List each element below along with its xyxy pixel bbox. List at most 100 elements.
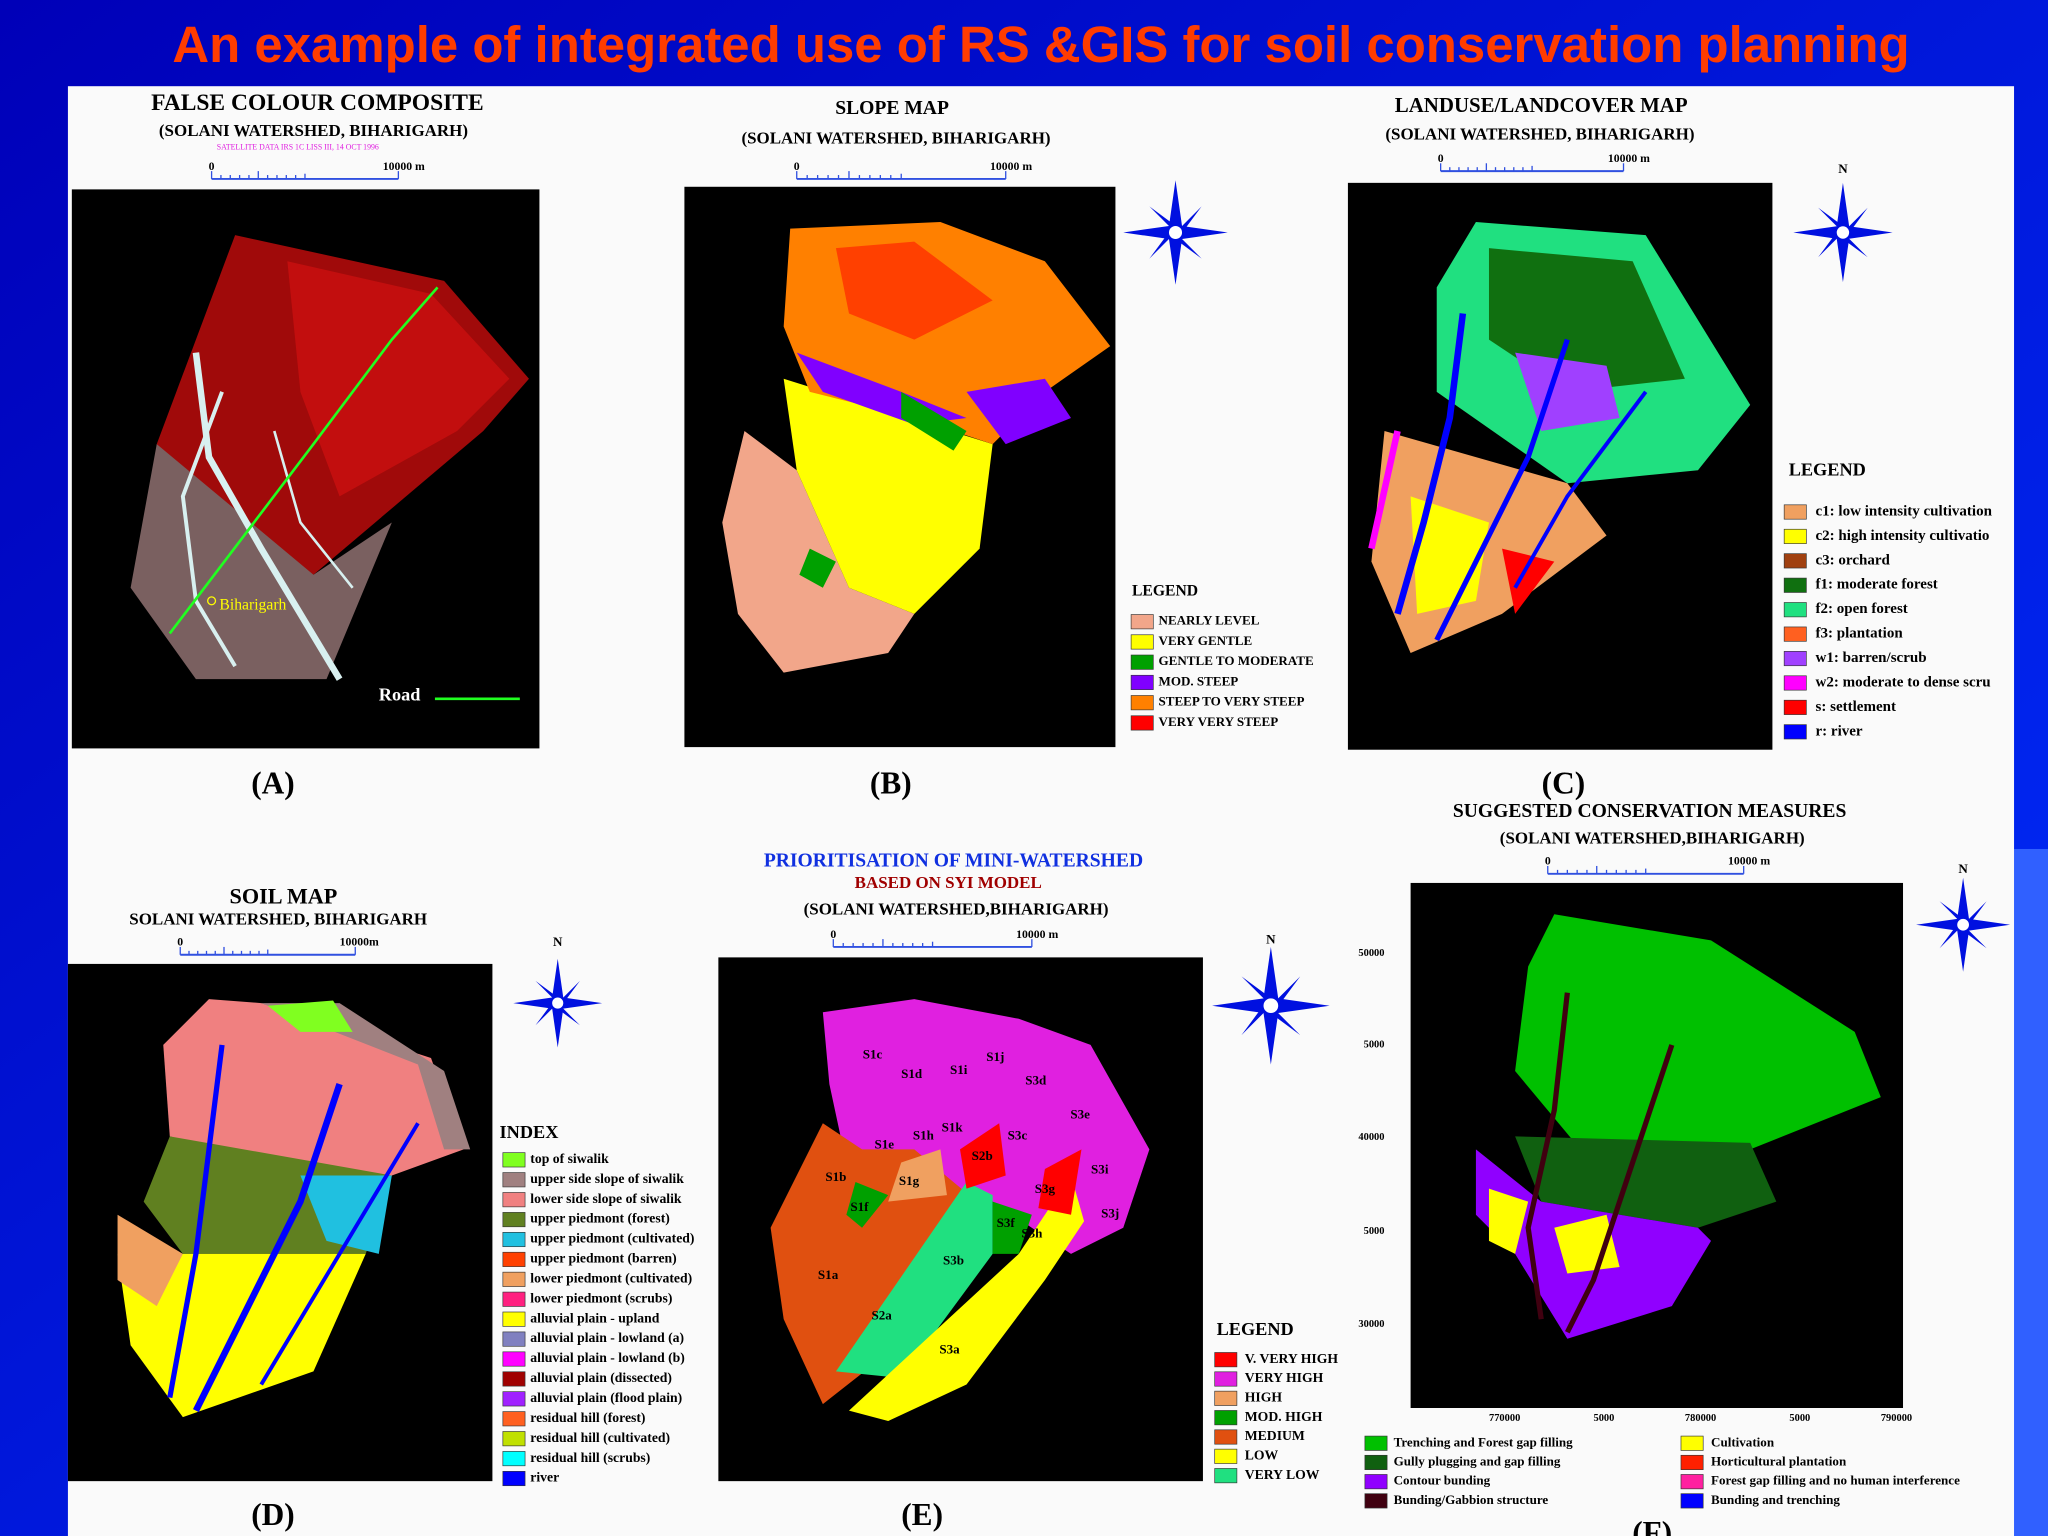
scale-end: 10000 m xyxy=(1728,855,1770,868)
legend-swatch xyxy=(502,1231,526,1248)
legend-swatch xyxy=(1783,626,1807,642)
legend-label: V. VERY HIGH xyxy=(1245,1351,1339,1366)
legend-label: MOD. STEEP xyxy=(1159,673,1239,688)
axis-label: 50000 xyxy=(1358,948,1384,959)
legend-swatch xyxy=(502,1431,526,1447)
legend-label: Horticultural plantation xyxy=(1711,1453,1847,1468)
legend-label: LOW xyxy=(1245,1447,1279,1462)
panel-subtitle: (SOLANI WATERSHED,BIHARIGARH) xyxy=(804,899,1109,918)
map-c xyxy=(1347,182,1773,750)
axis-label: 5000 xyxy=(1789,1413,1810,1424)
panel-label: (D) xyxy=(251,1497,294,1532)
legend-label: f3: plantation xyxy=(1816,626,1904,642)
region-label: S3i xyxy=(1091,1161,1109,1176)
legend-label: GENTLE TO MODERATE xyxy=(1159,653,1314,668)
legend-label: Trenching and Forest gap filling xyxy=(1394,1434,1574,1449)
legend-label: Forest gap filling and no human interfer… xyxy=(1711,1473,1960,1488)
legend-swatch xyxy=(502,1371,526,1387)
legend-swatch xyxy=(1130,654,1154,670)
axis-label: 40000 xyxy=(1358,1132,1384,1143)
legend-label: upper side slope of siwalik xyxy=(530,1171,684,1186)
legend-label: c1: low intensity cultivation xyxy=(1816,503,1993,519)
legend-swatch xyxy=(1783,724,1807,740)
legend-swatch xyxy=(1783,699,1807,715)
panel-subtitle: SOLANI WATERSHED, BIHARIGARH xyxy=(129,910,427,929)
map-e xyxy=(718,957,1203,1482)
region-label: S2b xyxy=(972,1148,993,1163)
panel-subtitle: (SOLANI WATERSHED, BIHARIGARH) xyxy=(1385,125,1694,144)
legend-label: VERY LOW xyxy=(1245,1467,1320,1482)
panel-title: SLOPE MAP xyxy=(835,98,949,119)
legend-swatch xyxy=(502,1251,526,1267)
legend-label: lower piedmont (scrubs) xyxy=(530,1290,672,1306)
legend-label: VERY GENTLE xyxy=(1159,633,1253,648)
panel-title: PRIORITISATION OF MINI-WATERSHED xyxy=(764,851,1143,872)
legend-swatch xyxy=(1364,1493,1388,1509)
legend-swatch xyxy=(502,1451,526,1467)
legend-swatch xyxy=(1214,1429,1238,1445)
panel-subtitle: (SOLANI WATERSHED, BIHARIGARH) xyxy=(159,121,468,140)
legend-swatch xyxy=(1214,1468,1238,1484)
legend-label: w2: moderate to dense scru xyxy=(1816,674,1991,690)
legend-label: r: river xyxy=(1816,723,1863,739)
region-label: S3b xyxy=(943,1253,964,1268)
panel-note: SATELLITE DATA IRS 1C LISS III, 14 OCT 1… xyxy=(217,142,379,151)
north-label: N xyxy=(553,934,563,949)
panel-label: (A) xyxy=(251,765,294,800)
scale-end: 10000 m xyxy=(383,160,425,173)
region-label: S1i xyxy=(950,1062,968,1077)
legend-label: MEDIUM xyxy=(1245,1428,1305,1443)
axis-label: 30000 xyxy=(1358,1319,1384,1330)
region-label: S3j xyxy=(1101,1206,1119,1221)
panel-subtitle: (SOLANI WATERSHED, BIHARIGARH) xyxy=(741,129,1050,148)
legend-swatch xyxy=(502,1192,526,1208)
north-label: N xyxy=(1266,931,1276,946)
legend-label: residual hill (forest) xyxy=(530,1410,645,1426)
region-label: S1a xyxy=(818,1267,839,1282)
legend-swatch xyxy=(502,1391,526,1407)
panel-label: (B) xyxy=(870,765,912,800)
region-label: S1d xyxy=(901,1066,923,1081)
legend-label: s: settlement xyxy=(1816,699,1896,715)
legend-swatch xyxy=(1680,1493,1704,1509)
scale-start: 0 xyxy=(830,928,836,941)
region-label: S3a xyxy=(939,1342,960,1357)
legend-swatch xyxy=(1680,1435,1704,1451)
legend-swatch xyxy=(1680,1474,1704,1490)
legend-label: VERY HIGH xyxy=(1245,1370,1324,1385)
legend-swatch xyxy=(1783,577,1807,593)
legend-swatch xyxy=(1364,1435,1388,1451)
legend-label: Contour bunding xyxy=(1394,1473,1491,1488)
region-label: S1h xyxy=(913,1127,935,1142)
region-label: S3g xyxy=(1035,1181,1056,1196)
legend-title: INDEX xyxy=(500,1122,559,1142)
axis-label: 770000 xyxy=(1489,1413,1520,1424)
legend-swatch xyxy=(1214,1352,1238,1368)
legend-swatch xyxy=(1214,1448,1238,1464)
legend-label: upper piedmont (cultivated) xyxy=(530,1231,694,1247)
axis-label: 780000 xyxy=(1685,1413,1716,1424)
legend-swatch xyxy=(1783,528,1807,544)
legend-label: alluvial plain - lowland (b) xyxy=(530,1350,685,1366)
legend-swatch xyxy=(1783,602,1807,618)
legend-swatch xyxy=(502,1411,526,1427)
region-label: S1b xyxy=(825,1169,846,1184)
legend-label: f2: open forest xyxy=(1816,601,1908,617)
scale-start: 0 xyxy=(209,160,215,173)
region-label: S3f xyxy=(997,1215,1016,1230)
legend-swatch xyxy=(502,1152,526,1168)
region-label: S1f xyxy=(850,1199,869,1214)
legend-label: river xyxy=(530,1470,559,1485)
scale-start: 0 xyxy=(1438,152,1444,165)
legend-label: HIGH xyxy=(1245,1389,1283,1404)
legend-label: f1: moderate forest xyxy=(1816,577,1938,593)
legend-label: Gully plugging and gap filling xyxy=(1394,1453,1561,1468)
scale-end: 10000 m xyxy=(1608,152,1650,165)
map-a: Biharigarh Road xyxy=(71,189,540,749)
panel-subtitle: (SOLANI WATERSHED,BIHARIGARH) xyxy=(1500,829,1805,848)
map-d xyxy=(67,963,493,1482)
panel-title: LANDUSE/LANDCOVER MAP xyxy=(1395,93,1688,117)
legend-swatch xyxy=(1214,1410,1238,1426)
